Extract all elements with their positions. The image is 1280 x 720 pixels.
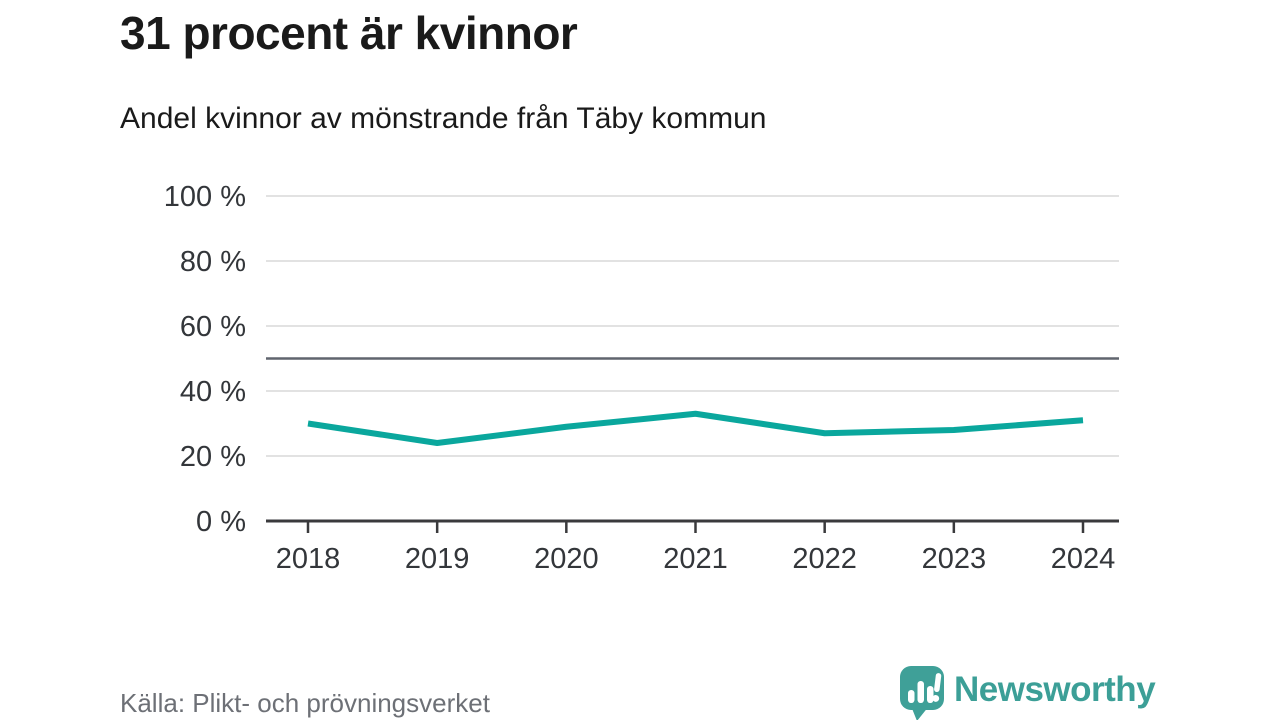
- plot-area: 0 % 20 % 40 % 60 % 80 % 100 % 2018 2019 2020 2021…: [164, 181, 1119, 575]
- y-tick-label: 100 %: [164, 181, 246, 213]
- x-tick-label: 2024: [1051, 543, 1116, 575]
- x-tick-label: 2020: [534, 543, 599, 575]
- x-tick-label: 2022: [792, 543, 857, 575]
- y-tick-label: 40 %: [180, 376, 246, 408]
- x-tick-label: 2021: [663, 543, 728, 575]
- source-note: Källa: Plikt- och prövningsverket: [120, 688, 490, 718]
- x-tick-label: 2018: [276, 543, 341, 575]
- data-line: [307, 410, 1084, 446]
- newsworthy-wordmark: Newsworthy: [954, 670, 1156, 709]
- y-tick-label: 0 %: [196, 506, 246, 538]
- page-title: 31 procent är kvinnor: [120, 7, 578, 59]
- newsworthy-logo-icon: [900, 666, 944, 720]
- x-tick-label: 2023: [922, 543, 987, 575]
- y-tick-label: 80 %: [180, 246, 246, 278]
- x-tick-label: 2019: [405, 543, 470, 575]
- page-subtitle: Andel kvinnor av mönstrande från Täby ko…: [120, 102, 767, 135]
- y-tick-label: 20 %: [180, 441, 246, 473]
- y-tick-label: 60 %: [180, 311, 246, 343]
- newsworthy-logo: Newsworthy: [898, 664, 1158, 720]
